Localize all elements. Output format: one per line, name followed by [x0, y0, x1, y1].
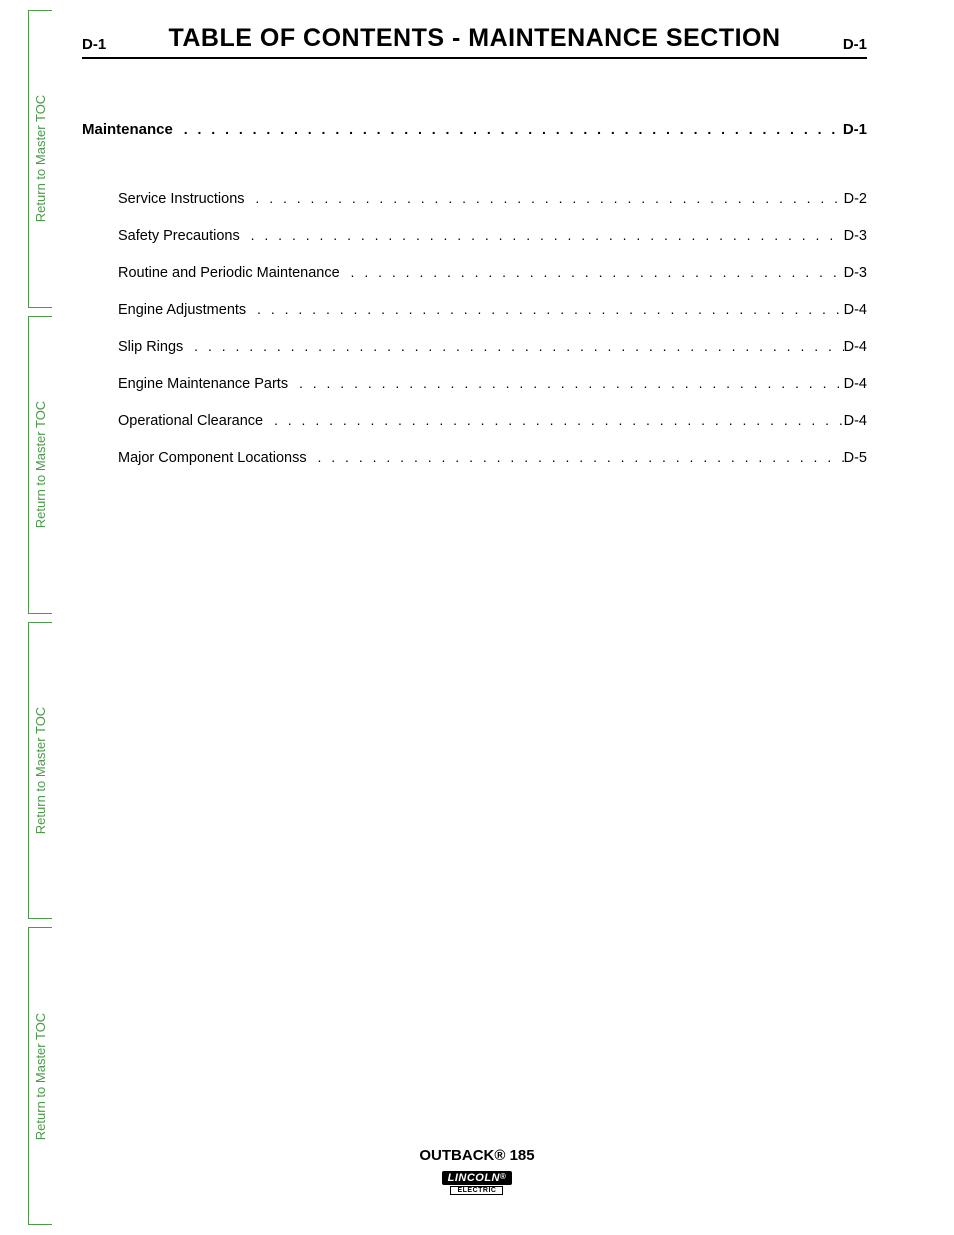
toc-entry-label: Operational Clearance	[118, 413, 263, 429]
toc-leader-dots: . . . . . . . . . . . . . . . . . . . . …	[245, 190, 844, 206]
page-content: D-1 TABLE OF CONTENTS - MAINTENANCE SECT…	[82, 24, 867, 486]
toc-sub-entry[interactable]: Slip Rings . . . . . . . . . . . . . . .…	[82, 338, 867, 355]
toc-leader-dots: . . . . . . . . . . . . . . . . . . . . …	[307, 449, 844, 465]
brand-logo: LINCOLN® ELECTRIC	[442, 1171, 513, 1195]
toc-sub-entry[interactable]: Major Component Locationss . . . . . . .…	[82, 449, 867, 466]
toc-main-entry[interactable]: Maintenance . . . . . . . . . . . . . . …	[82, 121, 867, 138]
page-header: D-1 TABLE OF CONTENTS - MAINTENANCE SECT…	[82, 24, 867, 59]
page-footer: OUTBACK® 185 LINCOLN® ELECTRIC	[0, 1147, 954, 1195]
toc-sub-entry[interactable]: Engine Maintenance Parts . . . . . . . .…	[82, 375, 867, 392]
sidebar-tab-label: Return to Master TOC	[33, 707, 48, 834]
brand-logo-top: LINCOLN®	[442, 1171, 513, 1185]
toc-entry-label: Safety Precautions	[118, 228, 240, 244]
toc-entry-label: Service Instructions	[118, 191, 245, 207]
page-number-left: D-1	[82, 36, 106, 53]
toc-leader-dots: . . . . . . . . . . . . . . . . . . . . …	[183, 338, 843, 354]
toc-sub-entry[interactable]: Safety Precautions . . . . . . . . . . .…	[82, 227, 867, 244]
toc-sub-entry[interactable]: Service Instructions . . . . . . . . . .…	[82, 190, 867, 207]
brand-name: LINCOLN	[448, 1172, 500, 1184]
sidebar-tab-toc-3[interactable]: Return to Master TOC	[28, 622, 52, 920]
brand-logo-bottom: ELECTRIC	[450, 1186, 503, 1195]
toc-entry-label: Routine and Periodic Maintenance	[118, 265, 340, 281]
toc-entry-page: D-3	[844, 265, 867, 281]
toc-entry-page: D-5	[844, 450, 867, 466]
toc-entry-label: Slip Rings	[118, 339, 183, 355]
toc-entry-page: D-4	[844, 339, 867, 355]
toc-sub-entry[interactable]: Engine Adjustments . . . . . . . . . . .…	[82, 301, 867, 318]
toc-entry-label: Major Component Locationss	[118, 450, 307, 466]
sidebar-tab-toc-1[interactable]: Return to Master TOC	[28, 10, 52, 308]
table-of-contents: Maintenance . . . . . . . . . . . . . . …	[82, 121, 867, 466]
toc-entry-page: D-4	[844, 376, 867, 392]
sidebar-tab-toc-2[interactable]: Return to Master TOC	[28, 316, 52, 614]
toc-leader-dots: . . . . . . . . . . . . . . . . . . . . …	[246, 301, 843, 317]
toc-entry-label: Engine Adjustments	[118, 302, 246, 318]
toc-entry-page: D-2	[844, 191, 867, 207]
sidebar-tab-label: Return to Master TOC	[33, 401, 48, 528]
toc-leader-dots: . . . . . . . . . . . . . . . . . . . . …	[340, 264, 844, 280]
toc-leader-dots: . . . . . . . . . . . . . . . . . . . . …	[173, 121, 843, 137]
toc-leader-dots: . . . . . . . . . . . . . . . . . . . . …	[240, 227, 844, 243]
toc-sub-entry[interactable]: Operational Clearance . . . . . . . . . …	[82, 412, 867, 429]
page-title: TABLE OF CONTENTS - MAINTENANCE SECTION	[168, 24, 780, 53]
sidebar-tab-label: Return to Master TOC	[33, 95, 48, 222]
toc-entry-label: Engine Maintenance Parts	[118, 376, 288, 392]
toc-sub-entry[interactable]: Routine and Periodic Maintenance . . . .…	[82, 264, 867, 281]
toc-entry-page: D-4	[844, 302, 867, 318]
toc-leader-dots: . . . . . . . . . . . . . . . . . . . . …	[263, 412, 844, 428]
product-name: OUTBACK® 185	[0, 1147, 954, 1164]
toc-entry-page: D-3	[844, 228, 867, 244]
page-number-right: D-1	[843, 36, 867, 53]
toc-leader-dots: . . . . . . . . . . . . . . . . . . . . …	[288, 375, 844, 391]
toc-entry-page: D-4	[844, 413, 867, 429]
sidebar: Return to Master TOC Return to Master TO…	[28, 10, 52, 1225]
registered-mark: ®	[500, 1172, 506, 1181]
toc-entry-label: Maintenance	[82, 121, 173, 138]
toc-entry-page: D-1	[843, 121, 867, 138]
sidebar-tab-label: Return to Master TOC	[33, 1012, 48, 1139]
